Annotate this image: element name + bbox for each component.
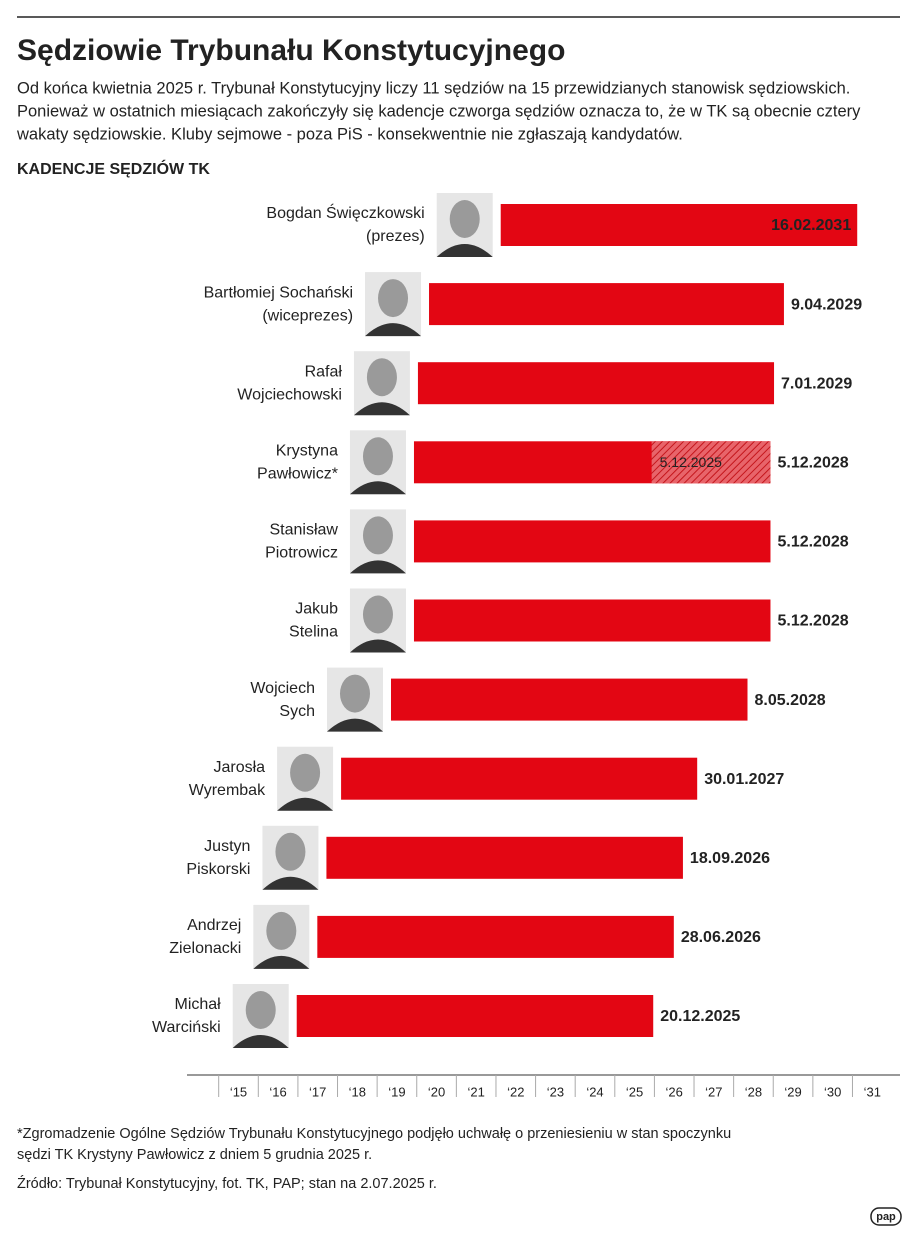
category-label: Bartłomiej Sochański [204,284,353,301]
portrait-head [378,279,409,318]
portrait-body [436,244,493,257]
category-label: (prezes) [366,228,425,245]
category-label: Bogdan Święczkowski [266,203,424,222]
category-label: Michał [174,996,221,1013]
footnote: sędzi TK Krystyny Pawłowicz z dniem 5 gr… [17,1147,372,1163]
bar [326,836,683,879]
category-label: Krystyna [276,443,338,460]
category-label: Wojciechowski [237,386,342,403]
portrait-head [339,674,370,713]
bar [500,204,858,246]
x-tick-label: ‘19 [388,1084,405,1099]
x-tick-label: ‘15 [230,1084,247,1099]
category-label: Warciński [152,1019,221,1036]
source: Źródło: Trybunał Konstytucyjny, fot. TK,… [17,1175,437,1192]
category-label: Wyrembak [189,782,266,799]
category-label: Jarosła [214,759,266,776]
logo: pap [876,1211,896,1223]
portrait-body [277,797,334,811]
x-tick-label: ‘27 [705,1084,722,1099]
bar [317,915,674,958]
x-tick-label: ‘21 [467,1084,484,1099]
value-label: 7.01.2029 [781,375,852,392]
x-tick-label: ‘24 [586,1084,603,1099]
portrait-body [232,1035,289,1048]
portrait-body [349,560,406,574]
description: Ponieważ w ostatnich miesiącach zakończy… [17,102,861,120]
value-label: 9.04.2029 [791,296,862,313]
x-tick-label: ‘30 [824,1084,841,1099]
description: Od końca kwietnia 2025 r. Trybunał Konst… [17,79,850,97]
portrait-head [366,358,397,397]
bar [417,362,775,405]
portrait-head [449,200,480,238]
portrait-head [362,516,393,555]
value-label: 5.12.2028 [777,534,848,551]
bar [296,995,654,1037]
portrait-head [290,753,321,792]
category-label: Rafał [305,363,343,380]
x-tick-label: ‘31 [864,1084,881,1099]
portrait-body [353,402,410,416]
x-tick-label: ‘22 [507,1084,524,1099]
bar [413,599,771,642]
category-label: Zielonacki [169,940,241,957]
category-label: Jakub [295,601,338,618]
x-tick-label: ‘16 [269,1084,286,1099]
x-tick-label: ‘28 [745,1084,762,1099]
category-label: (wiceprezes) [262,307,353,324]
bar [390,678,748,721]
category-label: Sych [279,703,315,720]
portrait-head [245,991,276,1029]
value-label: 18.09.2026 [690,850,770,867]
portrait-body [349,639,406,653]
category-label: Piotrowicz [265,545,338,562]
category-label: Stanisław [269,522,338,539]
logo-frame [870,1207,902,1226]
category-label: Pawłowicz* [257,466,338,483]
bar [429,283,784,326]
portrait-head [362,437,393,476]
portrait-head [266,911,297,950]
portrait-body [253,955,310,969]
title: Sędziowie Trybunału Konstytucyjnego [17,34,565,67]
value-label: 5.12.2028 [777,455,848,472]
category-label: Stelina [289,624,338,641]
x-tick-label: ‘17 [309,1084,326,1099]
value-label: 5.12.2028 [777,613,848,630]
category-label: Piskorski [186,861,250,878]
bar [413,520,771,563]
x-tick-label: ‘23 [547,1084,564,1099]
x-tick-label: ‘25 [626,1084,643,1099]
value-label: 20.12.2025 [660,1008,740,1025]
footnote: *Zgromadzenie Ogólne Sędziów Trybunału K… [17,1126,731,1142]
portrait-body [326,718,383,732]
x-tick-label: ‘20 [428,1084,445,1099]
category-label: Andrzej [187,917,241,934]
x-tick-label: ‘29 [784,1084,801,1099]
x-tick-label: ‘26 [666,1084,683,1099]
value-label: 8.05.2028 [754,692,825,709]
portrait-body [365,323,422,337]
category-label: Wojciech [250,680,315,697]
category-label: Justyn [204,838,250,855]
value-label: 16.02.2031 [771,217,851,234]
hatch-label: 5.12.2025 [660,454,722,470]
value-label: 28.06.2026 [681,929,761,946]
description: wakaty sędziowskie. Kluby sejmowe - poza… [16,125,683,143]
portrait-head [362,595,393,634]
portrait-head [275,832,306,871]
x-tick-label: ‘18 [349,1084,366,1099]
value-label: 30.01.2027 [704,771,784,788]
bar [341,757,698,800]
portrait-body [349,481,406,495]
chart-title: KADENCJE SĘDZIÓW TK [17,159,210,178]
hatched-segment [651,441,771,484]
portrait-body [262,876,319,890]
